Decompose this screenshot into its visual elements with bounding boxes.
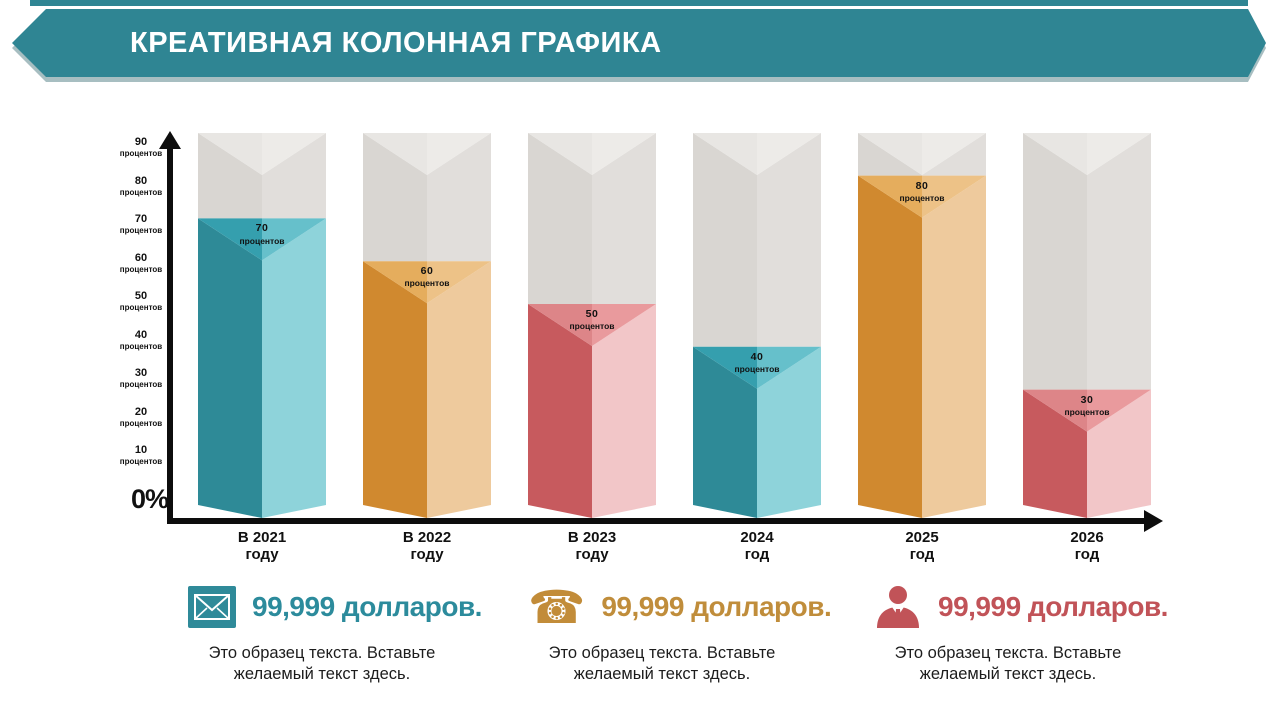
y-tick-unit: процентов xyxy=(119,457,163,467)
y-axis-label: 50 процентов xyxy=(116,290,166,312)
stat-amount: 99,999 долларов. xyxy=(938,591,1168,622)
header-banner-shape xyxy=(12,9,1266,77)
header-banner xyxy=(0,9,1272,77)
y-tick-unit: процентов xyxy=(119,226,163,236)
y-axis-label: 40 процентов xyxy=(116,329,166,351)
y-axis-label: 20 процентов xyxy=(116,406,166,428)
stat-item-2: ☎ 99,999 долларов. Это образец текста. В… xyxy=(528,580,832,686)
page-title: КРЕАТИВНАЯ КОЛОННАЯ ГРАФИКА xyxy=(130,27,662,59)
bar-value-label: 80 процентов xyxy=(899,179,945,203)
y-tick-unit: процентов xyxy=(119,303,163,313)
x-axis-label-2025: 2025 год xyxy=(905,529,939,564)
stat-description: Это образец текста. Вставьте желаемый те… xyxy=(894,644,1122,684)
column-bar-2025 xyxy=(858,133,986,518)
y-tick-value: 70 xyxy=(134,213,148,225)
y-tick-value: 30 xyxy=(134,367,148,379)
x-axis-label-2024: 2024 год xyxy=(740,529,774,564)
stat-amount: 99,999 долларов. xyxy=(601,591,832,622)
envelope-icon xyxy=(188,586,236,628)
y-axis-label: 80 процентов xyxy=(116,175,166,197)
column-bar-2026 xyxy=(1023,133,1151,518)
x-axis xyxy=(167,518,1147,524)
y-axis-label: 60 процентов xyxy=(116,252,166,274)
column-bar-2021 xyxy=(198,133,326,518)
y-tick-value: 90 xyxy=(134,136,148,148)
bar-value-label: 70 процентов xyxy=(239,222,285,246)
businessman-icon xyxy=(877,586,919,628)
column-bar-2023 xyxy=(528,133,656,518)
stat-description: Это образец текста. Вставьте желаемый те… xyxy=(548,644,776,684)
bar-value-label: 30 процентов xyxy=(1064,393,1110,417)
x-axis-label-2023: В 2023 году xyxy=(567,529,617,564)
header-ribbon-strip xyxy=(30,0,1248,6)
x-axis-label-2026: 2026 год xyxy=(1070,529,1104,564)
stat-description: Это образец текста. Вставьте желаемый те… xyxy=(208,644,436,684)
stat-item-1: 99,999 долларов. Это образец текста. Вст… xyxy=(188,583,488,686)
y-tick-unit: процентов xyxy=(119,265,163,275)
y-axis-label: 30 процентов xyxy=(116,367,166,389)
y-tick-value: 50 xyxy=(134,290,148,302)
bar-value-label: 60 процентов xyxy=(404,265,450,289)
y-tick-unit: процентов xyxy=(119,380,163,390)
x-axis-arrowhead-icon xyxy=(1144,510,1163,532)
y-tick-unit: процентов xyxy=(119,188,163,198)
column-bar-2024 xyxy=(693,133,821,518)
bar-value-label: 40 процентов xyxy=(734,350,780,374)
y-tick-unit: процентов xyxy=(119,149,163,159)
x-axis-label-2021: В 2021 году xyxy=(237,529,287,564)
bar-value-label: 50 процентов xyxy=(569,308,615,332)
y-tick-value: 80 xyxy=(134,175,148,187)
column-bar-2022 xyxy=(363,133,491,518)
y-tick-unit: процентов xyxy=(119,419,163,429)
y-tick-unit: процентов xyxy=(119,342,163,352)
phone-icon: ☎ xyxy=(528,580,586,634)
y-axis-zero-label: 0% xyxy=(130,484,169,514)
y-axis-arrowhead-icon xyxy=(159,131,181,149)
y-axis xyxy=(167,146,173,524)
y-axis-label: 70 процентов xyxy=(116,213,166,235)
x-axis-label-2022: В 2022 году xyxy=(402,529,452,564)
y-axis-label: 10 процентов xyxy=(116,444,166,466)
y-tick-value: 20 xyxy=(134,406,148,418)
stat-amount: 99,999 долларов. xyxy=(252,591,482,622)
y-tick-value: 40 xyxy=(134,329,148,341)
y-tick-value: 60 xyxy=(134,252,148,264)
y-axis-label: 90 процентов xyxy=(116,136,166,158)
y-tick-value: 10 xyxy=(134,444,148,456)
stat-item-3: 99,999 долларов. Это образец текста. Вст… xyxy=(874,583,1174,686)
